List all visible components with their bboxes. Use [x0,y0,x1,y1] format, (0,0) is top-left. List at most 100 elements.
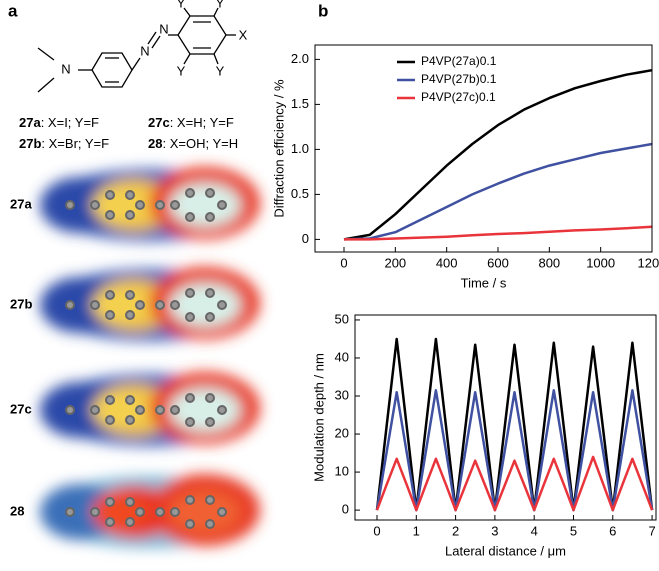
atom [205,495,215,505]
panel-label: b [318,1,328,20]
atom [90,200,100,210]
atom [125,497,135,507]
x-axis-label: Time / s [461,275,507,290]
atom [205,393,215,403]
atom [170,300,180,310]
compound-desc: : X=I; Y=F [41,115,99,130]
legend-label: P4VP(27c)0.1 [421,90,496,104]
atom [135,405,145,415]
x-tick-label: 5 [570,523,577,538]
atom-label: N [159,21,168,36]
compound-id: 27c [148,115,170,130]
series-line [375,337,654,512]
atom [217,507,227,517]
x-tick-label: 4 [531,523,538,538]
atom [217,200,227,210]
compound-label: 28: X=OH; Y=H [148,136,238,151]
atom [205,188,215,198]
y-tick-label: 50 [335,311,349,326]
atom [125,290,135,300]
atom [65,405,75,415]
compound-desc: : X=OH; Y=H [162,136,238,151]
atom [105,290,115,300]
y-axis-label: Diffraction efficiency / % [271,79,286,218]
ball-stick [65,288,227,322]
atom [185,519,195,529]
y-tick-label: 0 [302,231,309,246]
map-label: 27b [10,296,32,311]
atom-label: Y [216,0,225,10]
atom [217,405,227,415]
atom [125,395,135,405]
x-tick-label: 200 [384,255,406,270]
atom-label: N [61,61,70,76]
atom [90,507,100,517]
atom [105,415,115,425]
atom [185,288,195,298]
atom [65,507,75,517]
atom-label: Y [216,63,225,78]
atom [125,415,135,425]
y-tick-label: 0 [342,502,349,517]
map-label: 27a [10,196,32,211]
compound-label: 27c: X=H; Y=F [148,115,234,130]
x-tick-label: 800 [538,255,560,270]
y-tick-label: 2.0 [291,51,309,66]
atom [155,405,165,415]
compound-id: 27b [19,136,41,151]
atom [205,519,215,529]
atom [125,517,135,527]
atom-label: Y [177,63,186,78]
x-tick-label: 7 [648,523,655,538]
x-tick-label: 0 [340,255,347,270]
series-line [343,68,653,241]
atom [155,300,165,310]
ball-stick [65,393,227,427]
x-tick-label: 1 [413,523,420,538]
atom [205,288,215,298]
compound-id: 27a [19,115,41,130]
x-tick-label: 1000 [586,255,615,270]
atom [170,200,180,210]
atom [185,393,195,403]
atom [155,200,165,210]
ball-stick [65,188,227,222]
atom [217,300,227,310]
y-tick-label: 1.5 [291,96,309,111]
panel-label: a [8,1,18,20]
atom [90,300,100,310]
structure [37,7,236,93]
plot-frame [314,44,653,253]
y-tick-label: 0.5 [291,186,309,201]
series-line [343,142,653,241]
y-tick-label: 1.0 [291,141,309,156]
map-label: 27c [10,401,32,416]
x-tick-label: 3 [491,523,498,538]
y-tick-label: 20 [335,425,349,440]
x-tick-label: 2 [452,523,459,538]
atom [185,212,195,222]
atom [90,405,100,415]
compound-desc: : X=Br; Y=F [41,136,109,151]
atom-label: N [140,43,149,58]
atom [205,312,215,322]
atom [135,200,145,210]
x-axis-label: Lateral distance / μm [445,543,566,558]
x-tick-label: 600 [487,255,509,270]
series-line [344,225,653,241]
atom [105,190,115,200]
atom [105,517,115,527]
atom [170,405,180,415]
compound-label: 27b: X=Br; Y=F [19,136,109,151]
y-tick-label: 10 [335,464,349,479]
x-tick-label: 0 [373,523,380,538]
atom-label: X [239,27,248,42]
atom [105,310,115,320]
atom [65,200,75,210]
atom [135,507,145,517]
ball-stick [65,495,227,529]
atom [205,417,215,427]
legend-label: P4VP(27b)0.1 [421,72,497,86]
y-tick-label: 30 [335,387,349,402]
atom [105,395,115,405]
